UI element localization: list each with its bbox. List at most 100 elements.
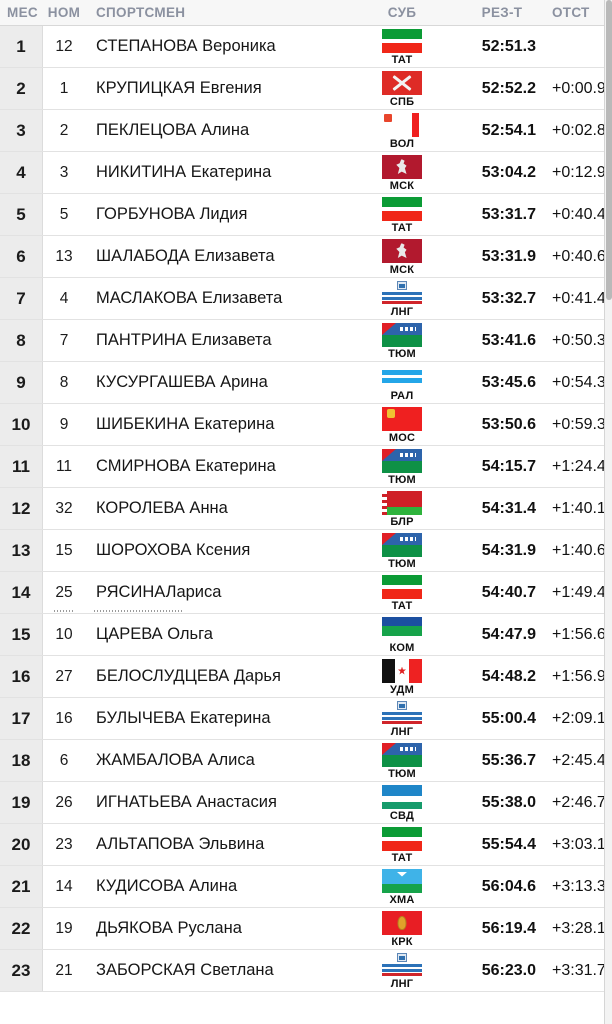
subdivision-code: ЛНГ <box>390 725 414 738</box>
cell-athlete-name[interactable]: ГОРБУНОВА Лидия <box>96 205 248 223</box>
table-row[interactable]: 9 8 КУСУРГАШЕВА Арина РАЛ 53:45.6 +0:54.3 <box>0 362 604 404</box>
cell-result-time: 56:04.6 <box>481 877 536 895</box>
cell-athlete-name[interactable]: РЯСИНАЛариса <box>96 583 222 601</box>
table-row[interactable]: 8 7 ПАНТРИНА Елизавета ТЮМ 53:41.6 +0:50.3 <box>0 320 604 362</box>
flag-icon <box>382 238 422 263</box>
table-row[interactable]: 15 10 ЦАРЕВА Ольга КОМ 54:47.9 +1:56.6 <box>0 614 604 656</box>
cell-athlete-name[interactable]: СТЕПАНОВА Вероника <box>96 37 276 55</box>
subdivision-code: ВОЛ <box>389 137 415 150</box>
table-row[interactable]: 6 13 ШАЛАБОДА Елизавета МСК 53:31.9 +0:40.6 <box>0 236 604 278</box>
table-row[interactable]: 5 5 ГОРБУНОВА Лидия ТАТ 53:31.7 +0:40.4 <box>0 194 604 236</box>
cell-time-behind: +3:13.3 <box>552 877 604 895</box>
cell-athlete-name[interactable]: ЗАБОРСКАЯ Светлана <box>96 961 274 979</box>
cell-athlete-name[interactable]: КРУПИЦКАЯ Евгения <box>96 79 262 97</box>
column-header-behind[interactable]: ОТСТ <box>552 5 590 20</box>
cell-athlete-name[interactable]: ПАНТРИНА Елизавета <box>96 331 272 349</box>
table-row[interactable]: 4 3 НИКИТИНА Екатерина МСК 53:04.2 +0:12.9 <box>0 152 604 194</box>
column-header-athlete[interactable]: СПОРТСМЕН <box>96 5 186 20</box>
flag-icon <box>382 406 422 431</box>
cell-athlete-name[interactable]: ЖАМБАЛОВА Алиса <box>96 751 255 769</box>
flag-icon <box>382 658 422 683</box>
table-row[interactable]: 1 12 СТЕПАНОВА Вероника ТАТ 52:51.3 <box>0 26 604 68</box>
scrollbar-thumb[interactable] <box>606 0 612 300</box>
column-header-result[interactable]: РЕЗ-Т <box>481 5 523 20</box>
table-row[interactable]: 17 16 БУЛЫЧЕВА Екатерина ЛНГ 55:00.4 +2:09.1 <box>0 698 604 740</box>
rider-emblem <box>396 243 407 258</box>
cell-time-behind: +0:54.3 <box>552 373 604 391</box>
cell-rank: 4 <box>0 152 43 193</box>
table-row[interactable]: 21 14 КУДИСОВА Алина ХМА 56:04.6 +3:13.3 <box>0 866 604 908</box>
cell-bib: 11 <box>55 457 73 475</box>
cell-athlete-name[interactable]: ПЕКЛЕЦОВА Алина <box>96 121 250 139</box>
table-row[interactable]: 14 25 РЯСИНАЛариса ТАТ 54:40.7 +1:49.4 <box>0 572 604 614</box>
results-table-header: МЕС НОМ СПОРТСМЕН СУБ РЕЗ-Т ОТСТ <box>0 0 604 26</box>
flag-icon <box>382 784 422 809</box>
table-row[interactable]: 3 2 ПЕКЛЕЦОВА Алина ВОЛ 52:54.1 +0:02.8 <box>0 110 604 152</box>
cell-athlete-name[interactable]: КУДИСОВА Алина <box>96 877 238 895</box>
cell-athlete-name[interactable]: ИГНАТЬЕВА Анастасия <box>96 793 277 811</box>
subdivision-code: ТЮМ <box>388 557 416 570</box>
cell-athlete-name[interactable]: ШОРОХОВА Ксения <box>96 541 251 559</box>
table-row[interactable]: 13 15 ШОРОХОВА Ксения ТЮМ 54:31.9 +1:40.6 <box>0 530 604 572</box>
column-header-rank[interactable]: МЕС <box>7 5 38 20</box>
cell-time-behind: +1:56.9 <box>552 667 604 685</box>
table-row[interactable]: 7 4 МАСЛАКОВА Елизавета ЛНГ 53:32.7 +0:41.4 <box>0 278 604 320</box>
cell-athlete-name[interactable]: ЦАРЕВА Ольга <box>96 625 213 643</box>
cell-athlete-name[interactable]: БЕЛОСЛУДЦЕВА Дарья <box>96 667 281 685</box>
cell-athlete-name[interactable]: СМИРНОВА Екатерина <box>96 457 276 475</box>
cell-athlete-name[interactable]: ДЬЯКОВА Руслана <box>96 919 242 937</box>
cell-bib: 12 <box>55 37 73 55</box>
flag-icon <box>382 868 422 893</box>
flag-icon <box>382 448 422 473</box>
table-row[interactable]: 19 26 ИГНАТЬЕВА Анастасия СВД 55:38.0 +2:46.7 <box>0 782 604 824</box>
flag-icon <box>382 364 422 389</box>
cell-athlete-name[interactable]: ШИБЕКИНА Екатерина <box>96 415 275 433</box>
cell-bib: 2 <box>59 121 69 139</box>
cell-result-time: 54:31.9 <box>481 541 536 559</box>
crest-emblem <box>397 700 407 710</box>
table-row[interactable]: 20 23 АЛЬТАПОВА Эльвина ТАТ 55:54.4 +3:03.1 <box>0 824 604 866</box>
table-row[interactable]: 10 9 ШИБЕКИНА Екатерина МОС 53:50.6 +0:59.3 <box>0 404 604 446</box>
subdivision-code: ЛНГ <box>390 977 414 990</box>
cell-bib: 15 <box>55 541 73 559</box>
cell-time-behind: +0:41.4 <box>552 289 604 307</box>
cell-bib: 19 <box>55 919 73 937</box>
cell-time-behind: +0:00.9 <box>552 79 604 97</box>
crest-emblem <box>397 952 407 962</box>
cell-subdivision: КРК <box>352 908 452 949</box>
column-header-subdivision[interactable]: СУБ <box>387 5 417 20</box>
vertical-scrollbar[interactable] <box>604 0 612 1024</box>
table-row[interactable]: 16 27 БЕЛОСЛУДЦЕВА Дарья УДМ 54:48.2 +1:56.9 <box>0 656 604 698</box>
table-row[interactable]: 12 32 КОРОЛЕВА Анна БЛР 54:31.4 +1:40.1 <box>0 488 604 530</box>
cell-athlete-name[interactable]: НИКИТИНА Екатерина <box>96 163 272 181</box>
cell-time-behind: +0:02.8 <box>552 121 604 139</box>
table-row[interactable]: 22 19 ДЬЯКОВА Руслана КРК 56:19.4 +3:28.1 <box>0 908 604 950</box>
cell-athlete-name[interactable]: БУЛЫЧЕВА Екатерина <box>96 709 271 727</box>
cell-athlete-name[interactable]: МАСЛАКОВА Елизавета <box>96 289 283 307</box>
cell-subdivision: КОМ <box>352 614 452 655</box>
cell-rank: 21 <box>0 866 43 907</box>
cell-time-behind: +0:12.9 <box>552 163 604 181</box>
column-header-bib[interactable]: НОМ <box>47 5 81 20</box>
flag-icon <box>382 574 422 599</box>
cell-time-behind: +1:40.1 <box>552 499 604 517</box>
cell-result-time: 55:38.0 <box>481 793 536 811</box>
table-row[interactable]: 23 21 ЗАБОРСКАЯ Светлана ЛНГ 56:23.0 +3:31.7 <box>0 950 604 992</box>
crest-emblem <box>397 280 407 290</box>
anchor-emblem <box>391 74 413 92</box>
cell-result-time: 52:54.1 <box>481 121 536 139</box>
cell-athlete-name[interactable]: КУСУРГАШЕВА Арина <box>96 373 268 391</box>
table-row[interactable]: 18 6 ЖАМБАЛОВА Алиса ТЮМ 55:36.7 +2:45.4 <box>0 740 604 782</box>
cell-rank: 2 <box>0 68 43 109</box>
cell-subdivision: ТЮМ <box>352 446 452 487</box>
table-row[interactable]: 11 11 СМИРНОВА Екатерина ТЮМ 54:15.7 +1:24.4 <box>0 446 604 488</box>
cell-subdivision: ТЮМ <box>352 740 452 781</box>
cell-athlete-name[interactable]: АЛЬТАПОВА Эльвина <box>96 835 265 853</box>
cell-athlete-name[interactable]: ШАЛАБОДА Елизавета <box>96 247 275 265</box>
flag-icon <box>382 532 422 557</box>
cell-rank: 6 <box>0 236 43 277</box>
table-row[interactable]: 2 1 КРУПИЦКАЯ Евгения СПБ 52:52.2 +0:00.9 <box>0 68 604 110</box>
cell-athlete-name[interactable]: КОРОЛЕВА Анна <box>96 499 228 517</box>
cell-bib: 1 <box>59 79 69 97</box>
cell-bib: 27 <box>55 667 73 685</box>
